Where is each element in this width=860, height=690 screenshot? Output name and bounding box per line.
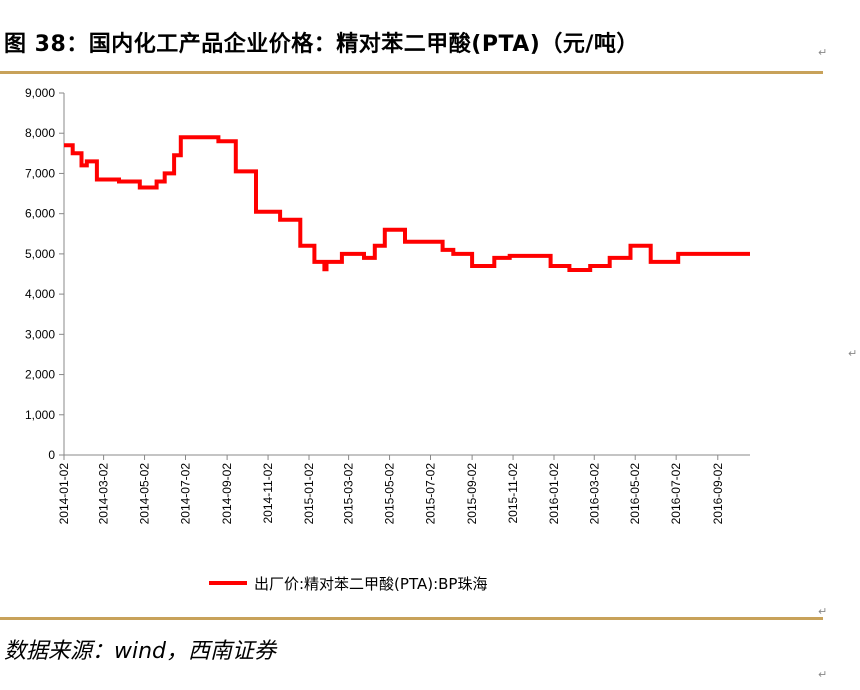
paragraph-mark: ↵ (818, 668, 828, 681)
paragraph-mark: ↵ (848, 347, 858, 360)
y-tick-label: 3,000 (25, 327, 55, 341)
y-tick-label: 2,000 (25, 368, 55, 382)
x-tick-label: 2014-09-02 (220, 463, 234, 525)
x-axis: 2014-01-02 2014-03-02 2014-05-02 2014-07-02… (57, 454, 750, 525)
x-tick-label: 2014-11-02 (261, 463, 275, 524)
x-tick-label: 2015-09-02 (465, 463, 479, 525)
title-rule (0, 71, 823, 74)
series-line (64, 135, 750, 272)
y-tick-label: 9,000 (25, 86, 55, 100)
source-note: 数据来源：wind，西南证券 (4, 639, 277, 664)
y-tick-label: 0 (48, 448, 55, 462)
x-tick-label: 2015-05-02 (383, 463, 397, 525)
legend: 出厂价:精对苯二甲酸(PTA):BP珠海 (209, 575, 487, 593)
y-tick-label: 4,000 (25, 287, 55, 301)
x-tick-label: 2015-07-02 (423, 463, 437, 525)
paragraph-mark: ↵ (818, 46, 828, 59)
x-tick-label: 2014-03-02 (97, 463, 111, 525)
x-tick-label: 2016-07-02 (669, 463, 683, 525)
pta-price-chart: 0 1,000 2,000 3,000 4,000 5,000 6,000 7,000 8,00… (25, 86, 750, 593)
figure-title: 图 38：国内化工产品企业价格：精对苯二甲酸(PTA)（元/吨） (4, 32, 639, 57)
x-tick-label: 2016-01-02 (547, 463, 561, 525)
series-group (64, 135, 750, 272)
x-tick-label: 2015-03-02 (342, 463, 356, 525)
x-tick-label: 2016-09-02 (711, 463, 725, 525)
legend-label: 出厂价:精对苯二甲酸(PTA):BP珠海 (254, 575, 487, 593)
source-rule (0, 617, 823, 620)
x-tick-label: 2016-05-02 (628, 463, 642, 525)
y-tick-label: 5,000 (25, 247, 55, 261)
x-tick-label: 2015-11-02 (506, 463, 520, 524)
y-tick-label: 8,000 (25, 126, 55, 140)
x-tick-label: 2014-07-02 (178, 463, 192, 525)
x-tick-label: 2016-03-02 (587, 463, 601, 525)
y-axis: 0 1,000 2,000 3,000 4,000 5,000 6,000 7,000 8,00… (25, 86, 65, 462)
paragraph-mark: ↵ (818, 605, 828, 618)
y-tick-label: 6,000 (25, 207, 55, 221)
y-tick-label: 1,000 (25, 408, 55, 422)
x-tick-label: 2014-01-02 (57, 463, 71, 525)
x-tick-label: 2014-05-02 (138, 463, 152, 525)
y-tick-label: 7,000 (25, 166, 55, 180)
x-tick-label: 2015-01-02 (302, 463, 316, 525)
